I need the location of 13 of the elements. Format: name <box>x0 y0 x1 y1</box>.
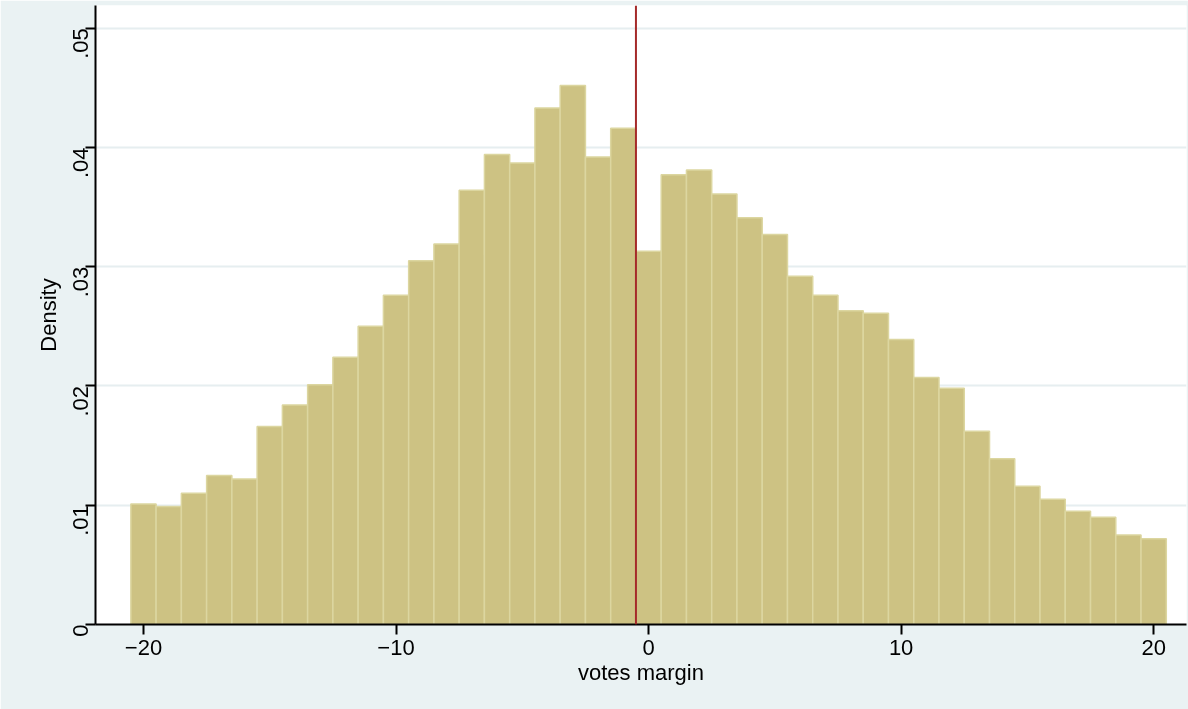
y-tick-label: .04 <box>68 147 93 179</box>
x-axis-title: votes margin <box>578 659 704 685</box>
x-tick-label: 10 <box>888 634 914 660</box>
y-tick-label: .01 <box>68 505 93 536</box>
y-tick-label: .03 <box>68 266 93 298</box>
y-axis-title: Density <box>35 278 61 352</box>
x-tick-label: −20 <box>124 634 163 660</box>
x-tick-label: 0 <box>642 634 655 660</box>
y-tick-label: 0 <box>68 624 93 637</box>
y-tick-label: .02 <box>68 385 93 417</box>
x-tick-label: 20 <box>1141 634 1166 660</box>
x-tick-label: −10 <box>377 634 415 660</box>
y-tick-label: .05 <box>68 28 93 59</box>
